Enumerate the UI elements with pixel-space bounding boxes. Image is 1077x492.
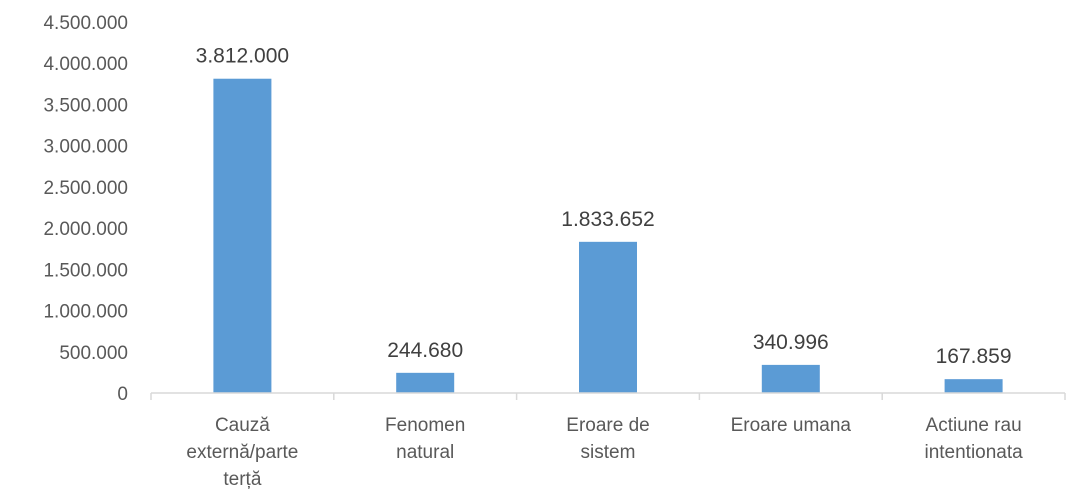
bar xyxy=(396,372,455,393)
bar xyxy=(213,78,272,394)
data-label: 3.812.000 xyxy=(196,45,289,68)
y-tick-label: 1.000.000 xyxy=(43,302,128,323)
bar xyxy=(944,379,1003,393)
y-tick-label: 3.000.000 xyxy=(43,137,128,158)
bars xyxy=(213,78,1003,394)
data-label: 1.833.652 xyxy=(561,208,654,231)
category-label: Fenomen xyxy=(385,415,465,436)
data-label: 340.996 xyxy=(753,331,829,354)
category-label: natural xyxy=(396,442,454,463)
y-tick-label: 2.000.000 xyxy=(43,219,128,240)
y-tick-label: 3.500.000 xyxy=(43,95,128,116)
bar xyxy=(761,364,820,393)
data-label: 167.859 xyxy=(936,345,1012,368)
category-label: intentionata xyxy=(924,442,1023,463)
y-axis-ticks: 0 500.000 1.000.000 1.500.000 2.000.000 2.500… xyxy=(43,13,128,405)
y-tick-label: 2.500.000 xyxy=(43,178,128,199)
category-label: Eroare umana xyxy=(731,415,852,436)
x-axis-tick-marks xyxy=(150,393,1066,400)
y-tick-label: 500.000 xyxy=(59,343,128,364)
category-label: externă/parte xyxy=(186,442,298,463)
category-label: terță xyxy=(223,469,261,490)
category-label: sistem xyxy=(581,442,636,463)
data-label: 244.680 xyxy=(387,339,463,362)
y-tick-label: 4.500.000 xyxy=(43,13,128,34)
y-tick-label: 0 xyxy=(117,384,128,405)
data-labels: 3.812.000 244.680 1.833.652 340.996 167.859 xyxy=(196,45,1012,368)
y-tick-label: 4.000.000 xyxy=(43,54,128,75)
category-label: Eroare de xyxy=(566,415,649,436)
category-labels: Cauză externă/parte terță Fenomen natural Ero… xyxy=(186,415,1023,490)
category-label: Actiune rau xyxy=(926,415,1022,436)
y-tick-label: 1.500.000 xyxy=(43,260,128,281)
bar xyxy=(579,241,637,393)
category-label: Cauză xyxy=(215,415,270,436)
